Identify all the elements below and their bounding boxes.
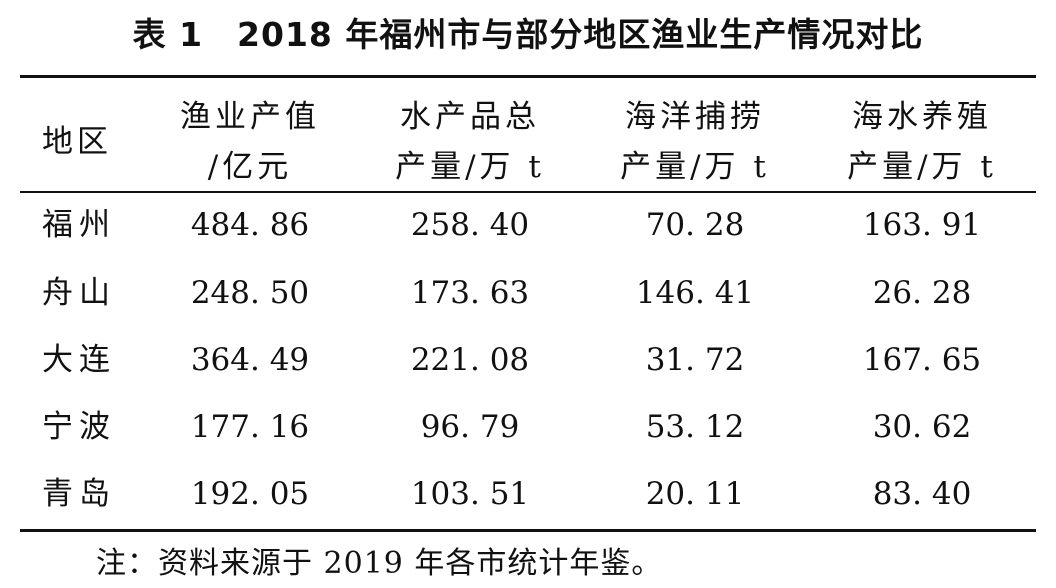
value-cell: 221. 08 xyxy=(410,342,530,378)
header-marine-catch-line2: 产量/万 t xyxy=(620,148,770,185)
header-mariculture-line1: 海水养殖 xyxy=(852,98,992,135)
header-marine-catch: 海洋捕捞 产量/万 t xyxy=(595,88,795,188)
value-cell: 26. 28 xyxy=(872,275,972,311)
value-cell: 163. 91 xyxy=(862,207,982,243)
region-cell: 青岛 xyxy=(42,476,116,512)
table-row: 福州 484. 86 258. 40 70. 28 163. 91 xyxy=(0,195,1056,255)
value-cell: 177. 16 xyxy=(190,409,310,445)
table-row: 宁波 177. 16 96. 79 53. 12 30. 62 xyxy=(0,397,1056,457)
value-cell: 364. 49 xyxy=(190,342,310,378)
header-aquatic-total-line1: 水产品总 xyxy=(400,98,540,135)
value-cell: 146. 41 xyxy=(635,275,755,311)
value-cell: 30. 62 xyxy=(872,409,972,445)
bottom-rule xyxy=(20,529,1036,532)
value-cell: 31. 72 xyxy=(645,342,745,378)
header-fishery-output-line1: 渔业产值 xyxy=(180,98,320,135)
header-aquatic-total-line2: 产量/万 t xyxy=(395,148,545,185)
value-cell: 173. 63 xyxy=(410,275,530,311)
region-cell: 大连 xyxy=(42,342,116,378)
value-cell: 484. 86 xyxy=(190,207,310,243)
header-marine-catch-line1: 海洋捕捞 xyxy=(625,98,765,135)
value-cell: 103. 51 xyxy=(410,476,530,512)
value-cell: 248. 50 xyxy=(190,275,310,311)
value-cell: 192. 05 xyxy=(190,476,310,512)
header-region-label: 地区 xyxy=(42,123,112,160)
value-cell: 258. 40 xyxy=(410,207,530,243)
region-cell: 福州 xyxy=(42,207,116,243)
region-cell: 宁波 xyxy=(42,409,116,445)
value-cell: 70. 28 xyxy=(645,207,745,243)
header-mariculture: 海水养殖 产量/万 t xyxy=(822,88,1022,188)
value-cell: 20. 11 xyxy=(645,476,745,512)
value-cell: 167. 65 xyxy=(862,342,982,378)
table-row: 舟山 248. 50 173. 63 146. 41 26. 28 xyxy=(0,263,1056,323)
header-rule xyxy=(20,191,1036,193)
top-rule xyxy=(20,75,1036,78)
table-title: 表 1 2018 年福州市与部分地区渔业生产情况对比 xyxy=(132,15,924,54)
table-row: 青岛 192. 05 103. 51 20. 11 83. 40 xyxy=(0,464,1056,524)
value-cell: 83. 40 xyxy=(872,476,972,512)
value-cell: 96. 79 xyxy=(420,409,520,445)
header-aquatic-total: 水产品总 产量/万 t xyxy=(370,88,570,188)
region-cell: 舟山 xyxy=(42,275,116,311)
header-fishery-output-line2: /亿元 xyxy=(207,148,293,185)
source-note: 注：资料来源于 2019 年各市统计年鉴。 xyxy=(96,546,663,581)
header-fishery-output: 渔业产值 /亿元 xyxy=(150,88,350,188)
table-row: 大连 364. 49 221. 08 31. 72 167. 65 xyxy=(0,330,1056,390)
header-region: 地区 xyxy=(42,88,162,188)
header-mariculture-line2: 产量/万 t xyxy=(847,148,997,185)
value-cell: 53. 12 xyxy=(645,409,745,445)
